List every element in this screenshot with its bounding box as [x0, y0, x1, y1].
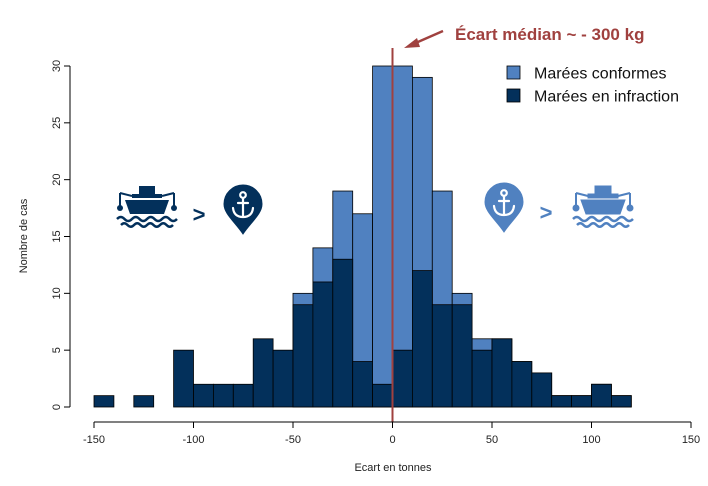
icons-conformes: >	[483, 181, 635, 234]
x-tick-label: -100	[182, 434, 204, 446]
y-tick-label: 10	[51, 287, 63, 299]
bar-infraction-4	[173, 349, 194, 408]
median-annotation: Écart médian ~ - 300 kg	[404, 25, 644, 48]
bar-infraction-17	[431, 304, 453, 408]
x-tick-label: -150	[83, 434, 105, 446]
bar-infraction-18	[451, 304, 473, 408]
legend-label-conformes: Marées conformes	[534, 66, 667, 83]
legend-swatch-infraction	[506, 88, 521, 103]
x-axis: -150 -100 -50 0 50 100 150	[83, 421, 700, 446]
bar-infraction-20	[491, 338, 513, 408]
bar-infraction-8	[252, 338, 274, 408]
annotation-arrow-icon	[404, 29, 444, 48]
legend-label-infraction: Marées en infraction	[534, 89, 679, 106]
median-annotation-text: Écart médian ~ - 300 kg	[455, 25, 644, 44]
x-tick-label: 50	[486, 434, 498, 446]
bar-infraction-24	[571, 395, 592, 408]
boat-icon	[571, 184, 635, 228]
x-tick-label: 0	[389, 434, 395, 446]
bar-infraction-0	[93, 395, 115, 408]
greater-than-symbol: >	[540, 200, 553, 225]
bar-infraction-25	[591, 383, 612, 408]
greater-than-symbol: >	[193, 202, 206, 227]
bar-infraction-9	[272, 349, 294, 408]
anchor-pin-icon	[222, 183, 264, 236]
x-tick-label: -50	[285, 434, 301, 446]
y-tick-label: 5	[51, 347, 63, 353]
series-infraction-bars	[93, 258, 632, 408]
bar-infraction-23	[551, 395, 573, 408]
x-axis-title: Ecart en tonnes	[354, 462, 432, 474]
bar-infraction-21	[511, 361, 533, 408]
y-axis: 0 5 10 15 20 25 30	[51, 60, 71, 410]
bar-infraction-6	[212, 383, 234, 408]
y-axis-title: Nombre de cas	[18, 198, 30, 273]
boat-icon	[117, 186, 177, 227]
legend: Marées conformes Marées en infraction	[506, 65, 679, 106]
bar-infraction-14	[372, 383, 393, 408]
y-tick-label: 20	[51, 174, 63, 186]
anchor-pin-icon	[483, 181, 525, 234]
y-tick-label: 25	[51, 117, 63, 129]
bar-infraction-13	[352, 361, 374, 408]
y-tick-label: 30	[51, 60, 63, 72]
bar-infraction-10	[292, 304, 314, 408]
bar-infraction-11	[312, 281, 334, 408]
legend-swatch-conformes	[506, 65, 521, 80]
bar-infraction-5	[193, 383, 214, 408]
icons-infraction: >	[117, 183, 264, 236]
bar-infraction-16	[411, 270, 433, 408]
bar-conformes-14	[372, 65, 393, 408]
bar-infraction-7	[232, 383, 254, 408]
y-tick-label: 15	[51, 230, 63, 242]
bar-infraction-15	[392, 349, 413, 408]
x-tick-label: 150	[682, 434, 700, 446]
bar-infraction-26	[611, 395, 632, 408]
y-tick-label: 0	[51, 404, 63, 410]
bar-infraction-22	[531, 372, 553, 408]
bar-infraction-2	[133, 395, 155, 408]
x-tick-label: 100	[582, 434, 600, 446]
bar-infraction-19	[471, 349, 493, 408]
bar-infraction-12	[332, 258, 354, 408]
